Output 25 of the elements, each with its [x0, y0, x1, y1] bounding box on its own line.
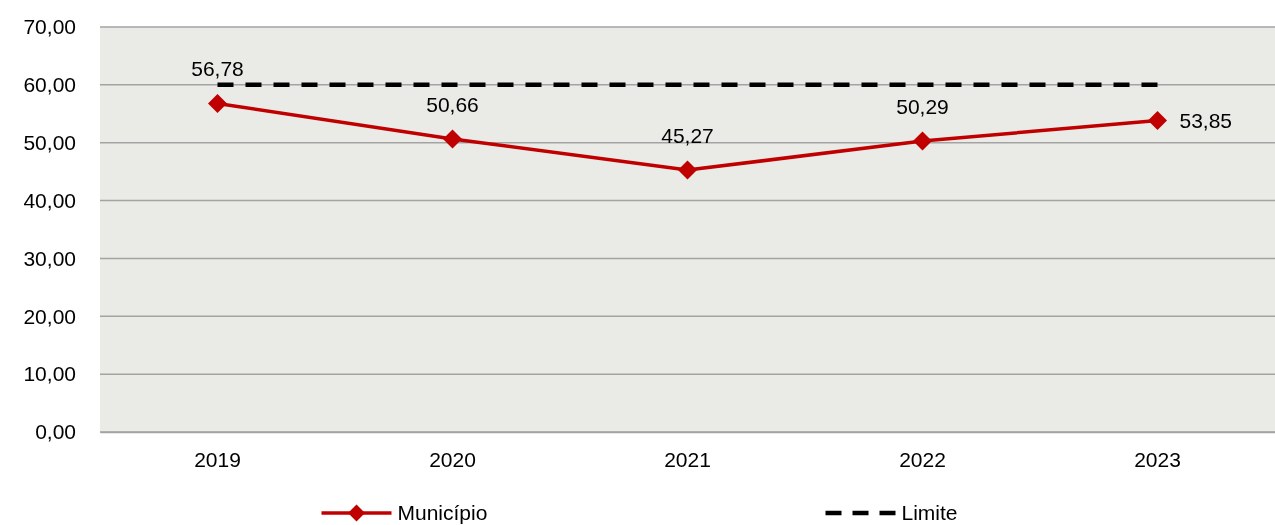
data-label: 50,66: [426, 92, 479, 116]
y-tick-label: 20,00: [23, 304, 76, 328]
legend-label: Município: [397, 501, 488, 525]
data-label: 50,29: [896, 95, 949, 119]
data-label: 56,78: [191, 57, 244, 81]
y-tick-label: 50,00: [23, 130, 76, 154]
y-tick-label: 60,00: [23, 73, 76, 97]
legend-label: Limite: [901, 501, 958, 525]
point: [443, 129, 462, 149]
x-tick-label: 2019: [194, 447, 241, 471]
y-tick-label: 0,00: [35, 420, 76, 444]
y-tick-label: 30,00: [23, 246, 76, 270]
point: [208, 93, 227, 113]
x-tick-label: 2021: [664, 447, 711, 471]
y-tick-label: 10,00: [23, 362, 76, 386]
point: [913, 131, 932, 151]
y-tick-label: 40,00: [23, 188, 76, 212]
x-tick-label: 2023: [1134, 447, 1181, 471]
point: [1148, 110, 1167, 130]
x-tick-label: 2020: [429, 447, 476, 471]
point: [678, 160, 697, 180]
data-label: 53,85: [1179, 108, 1233, 132]
y-tick-label: 70,00: [23, 15, 76, 39]
x-tick-label: 2022: [899, 447, 946, 471]
data-label: 45,27: [661, 124, 714, 148]
